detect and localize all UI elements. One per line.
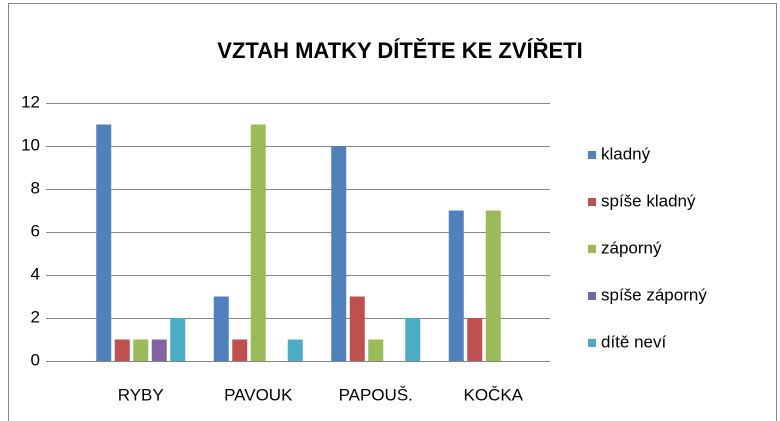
- y-tick-label: 6: [31, 221, 40, 240]
- bar: [232, 339, 248, 361]
- legend-swatch: [588, 245, 596, 253]
- bar: [170, 318, 186, 361]
- legend-swatch: [588, 292, 596, 300]
- legend-label: spíše záporný: [601, 285, 707, 304]
- bar: [133, 339, 149, 361]
- bar: [250, 124, 266, 361]
- bar: [114, 339, 130, 361]
- bar: [151, 339, 167, 361]
- legend-label: spíše kladný: [601, 191, 696, 210]
- y-tick-label: 8: [31, 178, 40, 197]
- bar: [448, 210, 464, 361]
- legend-label: záporný: [601, 238, 662, 257]
- y-tick-label: 12: [21, 92, 40, 111]
- x-tick-label: RYBY: [118, 385, 164, 404]
- y-tick-label: 10: [21, 135, 40, 154]
- bar: [287, 339, 303, 361]
- bar: [368, 339, 384, 361]
- bar: [213, 296, 229, 361]
- legend-swatch: [588, 339, 596, 347]
- bar: [467, 318, 483, 361]
- legend-label: dítě neví: [601, 332, 666, 351]
- bar: [96, 124, 112, 361]
- legend-label: kladný: [601, 144, 651, 163]
- y-tick-label: 0: [31, 350, 40, 369]
- bar: [349, 296, 365, 361]
- x-tick-label: PAPOUŠ.: [339, 385, 413, 404]
- y-tick-label: 4: [31, 264, 40, 283]
- bar: [331, 146, 347, 361]
- y-tick-label: 2: [31, 307, 40, 326]
- bar: [485, 210, 501, 361]
- legend-swatch: [588, 198, 596, 206]
- chart-title: VZTAH MATKY DÍTĚTE KE ZVÍŘETI: [217, 38, 582, 63]
- x-tick-label: KOČKA: [463, 385, 523, 404]
- bar: [405, 318, 421, 361]
- legend-swatch: [588, 151, 596, 159]
- x-tick-label: PAVOUK: [224, 385, 293, 404]
